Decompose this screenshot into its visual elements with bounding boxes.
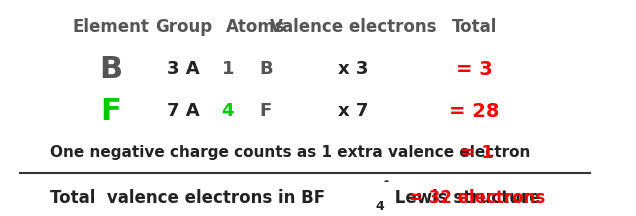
Text: 3 A: 3 A — [167, 60, 200, 78]
Text: 7 A: 7 A — [167, 102, 200, 121]
Text: = 1: = 1 — [460, 144, 494, 162]
Text: = 32 electrons: = 32 electrons — [409, 189, 546, 207]
Text: Lewis structure: Lewis structure — [389, 189, 541, 207]
Text: 1: 1 — [222, 60, 241, 78]
Text: -: - — [384, 175, 389, 188]
Text: One negative charge counts as 1 extra valence electron: One negative charge counts as 1 extra va… — [50, 145, 530, 160]
Text: x 3: x 3 — [338, 60, 368, 78]
Text: x 7: x 7 — [338, 102, 368, 121]
Text: Atoms: Atoms — [226, 18, 286, 36]
Text: Group: Group — [155, 18, 212, 36]
Text: Valence electrons: Valence electrons — [270, 18, 436, 36]
Text: = 28: = 28 — [449, 102, 499, 121]
Text: Total  valence electrons in BF: Total valence electrons in BF — [50, 189, 325, 207]
Text: 4: 4 — [222, 102, 241, 121]
Text: = 3: = 3 — [456, 60, 493, 79]
Text: Element: Element — [72, 18, 149, 36]
Text: B: B — [99, 55, 122, 84]
Text: Total: Total — [452, 18, 497, 36]
Text: F: F — [100, 97, 121, 126]
Text: 4: 4 — [375, 200, 384, 213]
Text: F: F — [259, 102, 272, 121]
Text: B: B — [259, 60, 273, 78]
